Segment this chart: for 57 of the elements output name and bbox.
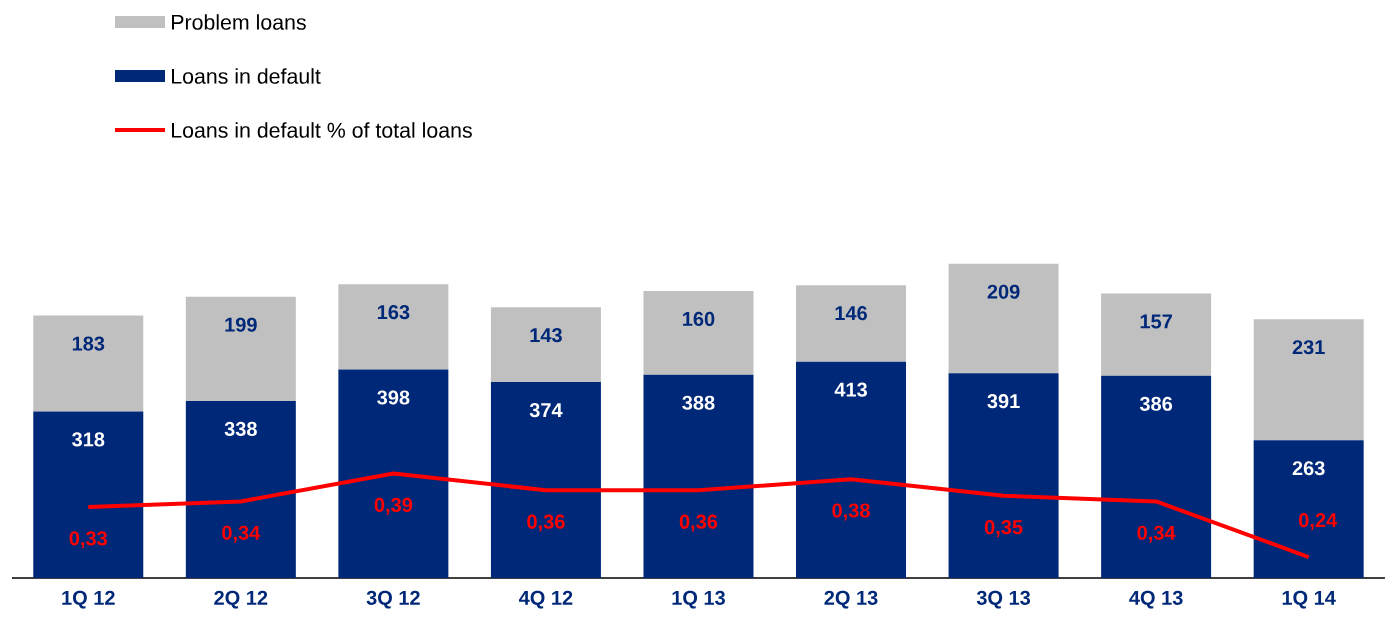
data-label: 0,33 bbox=[69, 531, 108, 549]
bar bbox=[185, 296, 296, 401]
data-label: 318 bbox=[72, 432, 105, 447]
data-label: 338 bbox=[224, 421, 257, 437]
bar bbox=[33, 315, 144, 412]
data-label: 386 bbox=[1139, 396, 1173, 411]
bar bbox=[643, 374, 754, 578]
bar bbox=[796, 285, 907, 362]
data-label: 0,39 bbox=[374, 497, 413, 515]
data-label: 0,36 bbox=[527, 514, 565, 532]
bar bbox=[643, 290, 754, 375]
legend-label: Loans in default bbox=[172, 68, 321, 84]
data-label: 413 bbox=[834, 382, 867, 397]
x-tick-label: 1Q 12 bbox=[62, 590, 115, 609]
data-label: 0,35 bbox=[984, 520, 1023, 538]
bar bbox=[948, 373, 1059, 578]
data-label: 157 bbox=[1140, 314, 1172, 329]
data-label: 391 bbox=[987, 394, 1020, 409]
legend-label: Loans in default % of total loans bbox=[172, 122, 472, 138]
x-tick-label: 1Q 14 bbox=[1282, 590, 1336, 609]
bar bbox=[338, 284, 449, 370]
bar bbox=[490, 307, 601, 383]
bar bbox=[1253, 440, 1364, 578]
bar bbox=[1101, 375, 1212, 578]
bar bbox=[33, 411, 144, 578]
x-tick-label: 2Q 13 bbox=[824, 590, 878, 609]
data-label: 163 bbox=[377, 305, 410, 320]
bar bbox=[490, 382, 601, 578]
bar bbox=[338, 369, 449, 578]
data-label: 0,24 bbox=[1299, 513, 1338, 531]
x-tick-label: 3Q 12 bbox=[366, 590, 420, 609]
data-label: 398 bbox=[377, 390, 410, 405]
data-label: 209 bbox=[987, 284, 1020, 299]
data-label: 0,36 bbox=[679, 514, 718, 532]
x-tick-label: 4Q 12 bbox=[518, 590, 573, 609]
x-tick-label: 3Q 13 bbox=[976, 590, 1031, 609]
data-label: 0,34 bbox=[222, 525, 261, 543]
data-label: 231 bbox=[1292, 340, 1325, 355]
data-label: 160 bbox=[683, 311, 715, 327]
bar bbox=[1253, 319, 1364, 441]
data-label: 183 bbox=[72, 336, 105, 351]
data-label: 0,34 bbox=[1137, 525, 1176, 543]
x-tick-label: 1Q 13 bbox=[672, 590, 725, 609]
legend-label: Problem loans bbox=[172, 14, 306, 30]
data-label: 146 bbox=[835, 306, 867, 321]
data-label: 199 bbox=[225, 317, 257, 332]
data-label: 263 bbox=[1292, 461, 1325, 476]
bar bbox=[185, 400, 296, 578]
bar bbox=[1101, 293, 1212, 376]
data-label: 374 bbox=[529, 402, 563, 418]
data-label: 388 bbox=[682, 395, 715, 410]
bar bbox=[948, 263, 1059, 374]
x-tick-label: 4Q 13 bbox=[1129, 590, 1183, 609]
data-label: 0,38 bbox=[832, 503, 870, 521]
data-label: 143 bbox=[530, 328, 562, 343]
x-tick-label: 2Q 12 bbox=[214, 590, 268, 609]
bar bbox=[796, 361, 907, 578]
